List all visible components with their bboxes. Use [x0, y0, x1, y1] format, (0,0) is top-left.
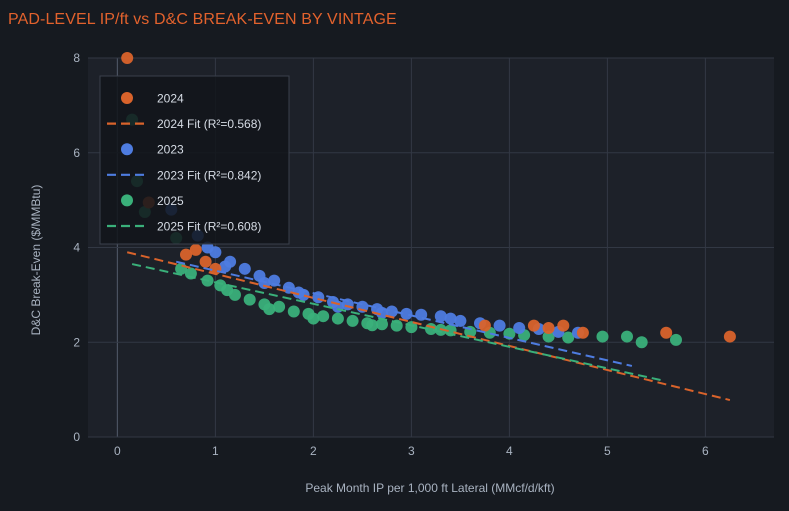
- point-2024[interactable]: [199, 255, 212, 268]
- point-2023[interactable]: [238, 262, 251, 275]
- x-tick-label: 2: [310, 444, 317, 458]
- point-2025[interactable]: [562, 331, 575, 344]
- point-2023[interactable]: [385, 305, 398, 318]
- legend-label[interactable]: 2024 Fit (R²=0.568): [157, 117, 261, 131]
- legend-label[interactable]: 2023: [157, 143, 184, 157]
- point-2025[interactable]: [621, 330, 633, 343]
- y-tick-label: 0: [73, 430, 80, 444]
- legend-label[interactable]: 2025 Fit (R²=0.608): [157, 220, 261, 234]
- point-2025[interactable]: [635, 336, 648, 349]
- x-tick-label: 4: [506, 444, 513, 458]
- x-tick-label: 0: [114, 444, 121, 458]
- point-2023[interactable]: [219, 260, 232, 273]
- x-axis-label: Peak Month IP per 1,000 ft Lateral (MMcf…: [305, 481, 554, 495]
- point-2025[interactable]: [221, 284, 234, 297]
- point-2024[interactable]: [660, 326, 673, 339]
- point-2024[interactable]: [576, 326, 589, 339]
- y-tick-label: 4: [73, 241, 80, 255]
- x-tick-label: 3: [408, 444, 415, 458]
- point-2025[interactable]: [273, 300, 286, 313]
- point-2023[interactable]: [400, 307, 413, 320]
- x-tick-label: 1: [212, 444, 219, 458]
- fit-line: [131, 263, 662, 382]
- point-2025[interactable]: [542, 330, 555, 343]
- legend-label[interactable]: 2024: [157, 92, 184, 106]
- point-2023[interactable]: [209, 246, 222, 259]
- legend-label[interactable]: 2023 Fit (R²=0.842): [157, 168, 261, 182]
- point-2024[interactable]: [121, 52, 134, 64]
- legend-marker[interactable]: [121, 143, 133, 156]
- point-2023[interactable]: [444, 312, 457, 325]
- point-2025[interactable]: [596, 330, 609, 343]
- chart-title: PAD-LEVEL IP/ft vs D&C BREAK-EVEN BY VIN…: [8, 11, 397, 28]
- point-2025[interactable]: [376, 318, 388, 331]
- point-2025[interactable]: [331, 312, 344, 325]
- point-2023[interactable]: [513, 322, 526, 335]
- point-2025[interactable]: [317, 310, 330, 323]
- point-2024[interactable]: [180, 248, 192, 261]
- y-tick-label: 2: [73, 335, 80, 349]
- legend-box: [99, 75, 290, 245]
- point-2024[interactable]: [527, 319, 540, 332]
- legend-marker[interactable]: [121, 92, 133, 104]
- point-2024[interactable]: [723, 330, 736, 343]
- y-tick-label: 6: [73, 146, 80, 160]
- point-2024[interactable]: [542, 322, 555, 335]
- point-2023[interactable]: [493, 319, 506, 332]
- point-2023[interactable]: [434, 310, 447, 323]
- axis-ticks: 0 1 2 3 4 5 6 0 2 4 6 8: [73, 51, 709, 458]
- point-2025[interactable]: [670, 333, 682, 346]
- legend[interactable]: 2024 2024 Fit (R²=0.568) 2023 2023 Fit (R²=…: [99, 75, 290, 245]
- y-axis-label: D&C Break-Even ($/MMBtu): [29, 185, 43, 336]
- x-tick-label: 5: [604, 444, 611, 458]
- point-2025[interactable]: [287, 305, 300, 318]
- point-2024[interactable]: [557, 319, 570, 332]
- point-2024[interactable]: [189, 243, 202, 256]
- point-2023[interactable]: [454, 314, 467, 327]
- fit-line: [126, 251, 731, 402]
- fit-line: [175, 260, 633, 367]
- point-2025[interactable]: [346, 314, 359, 327]
- y-tick-label: 8: [73, 51, 80, 65]
- point-2025[interactable]: [366, 319, 379, 332]
- point-2025[interactable]: [243, 293, 256, 306]
- point-2025[interactable]: [307, 312, 320, 325]
- legend-label[interactable]: 2025: [157, 194, 184, 208]
- point-2023[interactable]: [268, 274, 281, 287]
- point-2024[interactable]: [478, 319, 491, 332]
- legend-marker[interactable]: [121, 194, 133, 207]
- x-tick-label: 6: [702, 444, 709, 458]
- point-2025[interactable]: [263, 303, 276, 316]
